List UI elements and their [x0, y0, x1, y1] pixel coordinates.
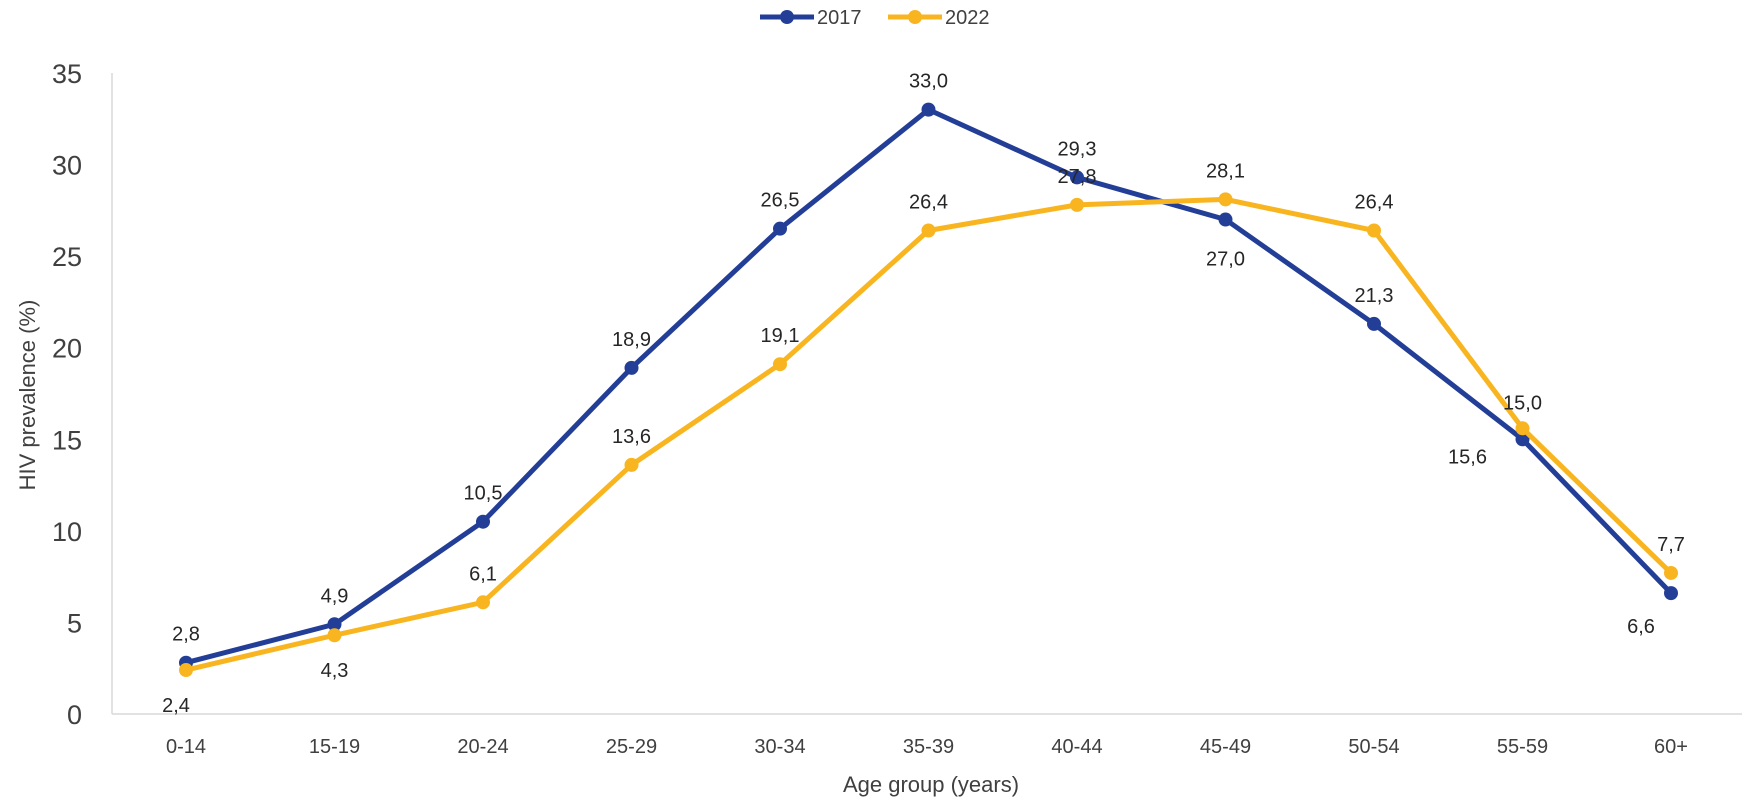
x-tick-label: 50-54: [1348, 736, 1399, 758]
data-labels: 2,8 4,9 10,5 18,9 26,5 33,0 29,3 27,0 21,3 15,0 6,…: [162, 71, 1685, 717]
data-label-2017: 29,3: [1058, 138, 1097, 160]
data-point-2017: [624, 360, 639, 375]
x-tick-label: 60+: [1654, 736, 1688, 758]
data-point-2022: [1515, 421, 1530, 436]
data-point-2017: [1515, 432, 1530, 447]
x-axis-title: Age group (years): [843, 772, 1019, 797]
series-line-2022: [183, 196, 1674, 673]
data-point-2022: [773, 357, 787, 372]
data-label-2017: 21,3: [1355, 285, 1394, 307]
data-label-2022: 7,7: [1657, 534, 1685, 556]
data-point-2022: [1664, 565, 1678, 580]
data-label-2022: 2,4: [162, 695, 190, 717]
data-label-2022: 19,1: [761, 325, 800, 347]
x-tick-label: 45-49: [1200, 736, 1251, 758]
y-tick-label: 25: [52, 242, 82, 272]
y-tick-label: 30: [52, 151, 82, 181]
data-point-2022: [1070, 197, 1084, 212]
y-tick-label: 0: [67, 700, 82, 730]
y-axis-title: HIV prevalence (%): [15, 300, 40, 491]
data-point-2017: [921, 102, 936, 117]
y-tick-label: 20: [52, 334, 82, 364]
x-tick-label: 15-19: [309, 736, 360, 758]
data-point-2022: [921, 223, 936, 238]
data-point-2017: [1664, 586, 1678, 601]
data-label-2017: 15,0: [1503, 392, 1542, 414]
data-label-2022: 28,1: [1206, 160, 1245, 182]
data-point-2017: [1070, 170, 1084, 185]
data-label-2017: 26,5: [761, 190, 800, 212]
data-point-2022: [1367, 223, 1381, 238]
y-tick-label: 15: [52, 425, 82, 455]
x-tick-label: 25-29: [606, 736, 657, 758]
legend-label: 2022: [945, 7, 990, 29]
legend-swatch-marker: [780, 10, 794, 24]
legend: 2017 2022: [760, 7, 990, 29]
data-label-2022: 27,8: [1058, 166, 1097, 188]
data-point-2022: [624, 457, 639, 472]
data-label-2022: 13,6: [612, 426, 651, 448]
data-label-2022: 4,3: [321, 660, 349, 682]
legend-label: 2017: [817, 7, 862, 29]
data-point-2022: [179, 663, 193, 678]
x-tick-label: 35-39: [903, 736, 954, 758]
x-tick-label: 40-44: [1051, 736, 1102, 758]
data-label-2022: 26,4: [909, 192, 948, 214]
data-point-2022: [1218, 192, 1233, 207]
data-label-2017: 18,9: [612, 329, 651, 351]
y-tick-label: 5: [67, 608, 82, 638]
data-label-2017: 6,6: [1627, 616, 1655, 638]
data-label-2022: 26,4: [1355, 192, 1394, 214]
data-point-2022: [327, 628, 342, 643]
data-label-2017: 33,0: [909, 71, 948, 93]
data-label-2022: 6,1: [469, 563, 497, 585]
legend-swatch-marker: [908, 10, 922, 24]
data-label-2017: 10,5: [464, 483, 503, 505]
data-point-2017: [1367, 316, 1381, 331]
data-point-2017: [476, 514, 490, 529]
axes: 0 5 10 15 20 25 30 35 0-14 15-19 20-24 25-29 30-34 35…: [52, 59, 1742, 758]
data-point-2022: [476, 595, 490, 610]
y-tick-label: 10: [52, 517, 82, 547]
data-point-2017: [327, 617, 342, 632]
x-tick-label: 20-24: [457, 736, 508, 758]
data-point-2017: [1218, 212, 1233, 227]
data-label-2022: 15,6: [1448, 446, 1487, 468]
data-label-2017: 27,0: [1206, 249, 1245, 271]
data-label-2017: 4,9: [321, 585, 349, 607]
x-tick-label: 55-59: [1497, 736, 1548, 758]
x-tick-label: 30-34: [754, 736, 805, 758]
data-label-2017: 2,8: [172, 624, 200, 646]
y-tick-label: 35: [52, 59, 82, 89]
series-group: [179, 102, 1678, 678]
x-tick-label: 0-14: [166, 736, 206, 758]
data-point-2017: [773, 221, 787, 236]
